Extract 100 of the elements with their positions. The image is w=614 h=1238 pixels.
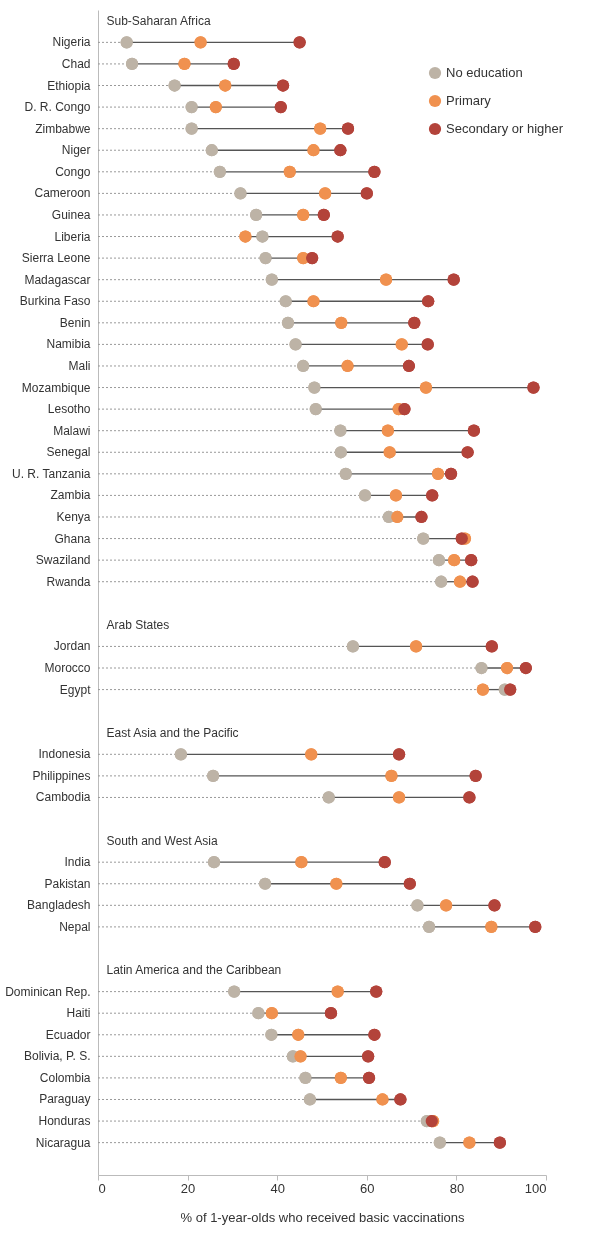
point — [394, 1093, 407, 1106]
point — [194, 36, 207, 49]
point — [239, 230, 252, 243]
point — [335, 316, 348, 329]
point — [466, 575, 479, 588]
point — [227, 57, 240, 71]
point — [370, 985, 383, 998]
point — [341, 359, 354, 373]
point — [432, 554, 446, 567]
point — [362, 1071, 376, 1085]
y-tick-label: Malawi — [53, 423, 91, 438]
point — [402, 359, 416, 373]
point — [256, 230, 269, 243]
y-tick-label: India — [64, 855, 91, 870]
y-tick-label: Guinea — [51, 207, 91, 222]
y-tick-label: Bolivia, P. S. — [24, 1049, 91, 1064]
point — [331, 985, 344, 998]
point — [174, 748, 187, 761]
point — [465, 554, 478, 567]
y-tick-label: Ethiopia — [47, 78, 91, 93]
y-tick-label: Haiti — [66, 1006, 91, 1021]
y-tick-label: Kenya — [56, 509, 91, 524]
point — [362, 1050, 375, 1063]
x-tick-label: 100 — [524, 1180, 547, 1196]
point — [120, 36, 133, 49]
point — [168, 79, 181, 92]
point — [334, 446, 347, 459]
point — [409, 640, 423, 653]
point — [368, 1028, 381, 1041]
point — [391, 510, 404, 524]
y-tick-label: Dominican Rep. — [5, 984, 91, 999]
point — [281, 316, 295, 329]
y-tick-label: Niger — [61, 143, 91, 158]
y-tick-label: Pakistan — [44, 876, 91, 891]
point — [307, 295, 320, 308]
y-tick-label: Paraguay — [39, 1092, 91, 1107]
x-tick-label: 0 — [98, 1180, 106, 1196]
point — [485, 920, 498, 934]
point — [392, 748, 406, 761]
y-tick-label: Honduras — [38, 1114, 91, 1129]
y-tick-label: Bangladesh — [27, 898, 91, 913]
y-tick-label: Nepal — [59, 919, 91, 934]
point — [360, 187, 373, 200]
point — [289, 338, 302, 351]
point — [415, 510, 428, 524]
point — [500, 661, 514, 675]
point — [368, 165, 381, 178]
point — [297, 359, 310, 373]
y-tick-label: Burkina Faso — [19, 294, 91, 309]
y-tick-label: Morocco — [44, 661, 91, 676]
y-tick-label: Cameroon — [34, 186, 91, 201]
y-tick-label: Senegal — [46, 445, 91, 460]
point — [529, 920, 542, 934]
y-tick-label: East Asia and the Pacific — [106, 725, 239, 740]
point — [294, 1050, 307, 1063]
y-tick-label: Ghana — [54, 531, 91, 546]
point — [385, 769, 398, 782]
point — [334, 1071, 347, 1085]
y-tick-label: Cambodia — [35, 790, 91, 805]
point — [259, 251, 272, 265]
point — [455, 532, 468, 545]
point — [307, 144, 320, 157]
point — [379, 273, 393, 286]
point — [297, 208, 310, 222]
point — [205, 144, 218, 157]
point — [439, 899, 453, 912]
y-tick-label: Sierra Leone — [21, 251, 91, 266]
point — [408, 316, 421, 329]
point — [309, 403, 322, 416]
point — [381, 424, 394, 437]
point — [250, 208, 263, 222]
point — [435, 575, 448, 588]
point — [493, 1136, 506, 1149]
point — [234, 187, 247, 200]
point — [448, 554, 461, 567]
x-tick-label: 60 — [360, 1180, 375, 1196]
point — [463, 1136, 476, 1149]
y-tick-label: Liberia — [54, 229, 91, 244]
point — [463, 791, 476, 804]
y-tick-label: Lesotho — [47, 402, 91, 417]
point — [324, 1007, 338, 1020]
legend-label: No education — [446, 65, 523, 80]
y-tick-label: Rwanda — [46, 574, 91, 589]
point — [293, 36, 306, 49]
point — [322, 791, 335, 804]
point — [444, 467, 458, 480]
point — [378, 856, 391, 869]
point — [467, 424, 480, 437]
y-tick-label: Zimbabwe — [35, 121, 91, 136]
point — [331, 230, 344, 243]
point — [213, 165, 226, 178]
point — [265, 1007, 278, 1020]
point — [421, 338, 434, 351]
point — [265, 1028, 278, 1041]
y-tick-label: Philippines — [32, 768, 91, 783]
y-tick-label: Swaziland — [35, 553, 91, 568]
point — [185, 100, 198, 114]
y-tick-label: U. R. Tanzania — [12, 466, 91, 481]
y-tick-label: Mali — [68, 358, 91, 373]
point — [447, 273, 460, 286]
